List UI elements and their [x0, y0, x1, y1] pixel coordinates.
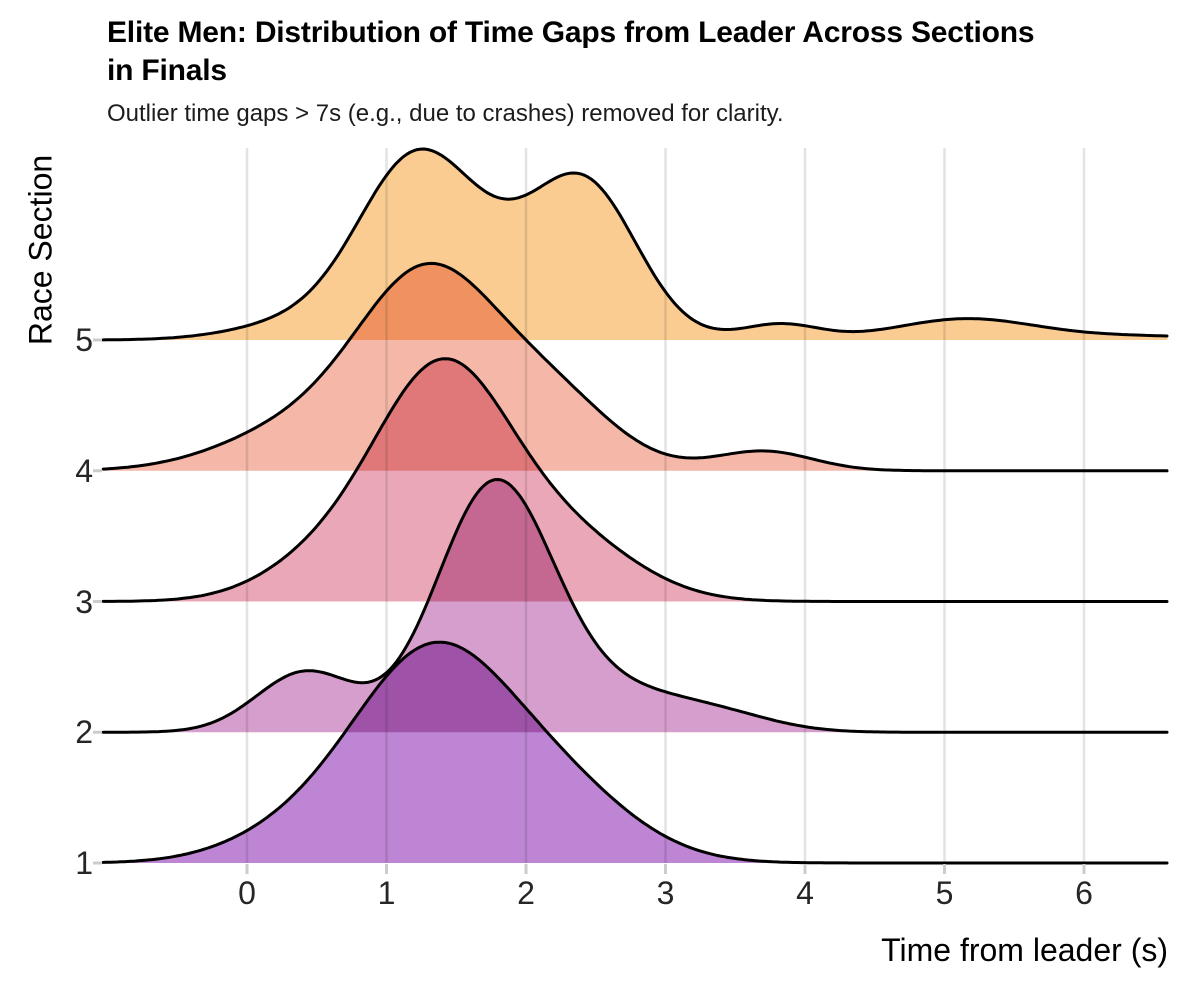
x-tick-label-3: 3 [656, 875, 675, 911]
x-tick-label-5: 5 [935, 875, 954, 911]
chart-title: Elite Men: Distribution of Time Gaps fro… [107, 14, 1200, 90]
x-tick-label-1: 1 [377, 875, 396, 911]
y-tick-label-2: 2 [75, 714, 93, 751]
ridge-outline-section-5 [101, 147, 1169, 342]
y-tick-label-3: 3 [75, 583, 93, 620]
y-tick-label-4: 4 [75, 452, 93, 489]
x-tick-label-2: 2 [517, 875, 535, 911]
ridge-outline-section-4 [101, 261, 1169, 473]
ridges [101, 147, 1169, 865]
x-axis-title: Time from leader (s) [881, 932, 1168, 968]
ridge-fill-section-2 [103, 479, 1168, 733]
ridge-fill-section-1 [103, 642, 1168, 863]
chart-subtitle: Outlier time gaps > 7s (e.g., due to cra… [107, 100, 784, 127]
ridge-outline-section-1 [101, 640, 1169, 865]
x-tick-label-4: 4 [796, 875, 814, 911]
chart-title-line1: Elite Men: Distribution of Time Gaps fro… [107, 16, 1035, 49]
y-tick-label-1: 1 [75, 845, 93, 881]
x-tick-label-0: 0 [238, 875, 256, 911]
axis-tick-marks [93, 338, 1086, 874]
ridge-fill-section-4 [103, 263, 1168, 471]
ridge-outline-section-3 [101, 357, 1169, 603]
y-tick-label-5: 5 [75, 322, 93, 358]
chart-title-line2: in Finals [107, 54, 227, 87]
ridge-outline-section-2 [101, 478, 1169, 734]
ridge-fill-section-3 [103, 358, 1168, 602]
x-tick-label-6: 6 [1075, 875, 1093, 911]
